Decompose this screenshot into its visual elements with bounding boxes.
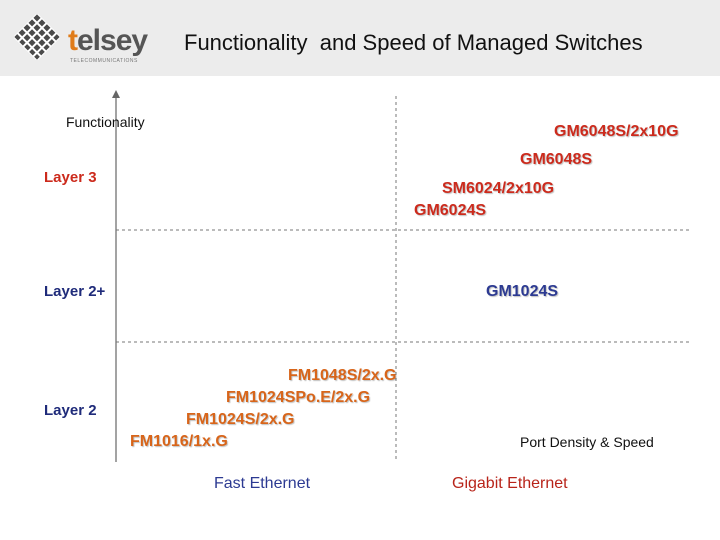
product-fm1016-1xg: FM1016/1x.G [130, 433, 228, 450]
category-gigabit-ethernet: Gigabit Ethernet [452, 475, 568, 492]
product-gm6048s: GM6048S [520, 151, 593, 168]
product-fm1024spoe-2xg: FM1024SPo.E/2x.G [226, 389, 371, 406]
logo-diamond-icon [14, 14, 60, 60]
product-gm1024s: GM1024S [486, 283, 559, 300]
product-sm6024-2x10g: SM6024/2x10G [442, 180, 555, 197]
header-bar: telsey TELECOMMUNICATIONS Functionality … [0, 0, 720, 76]
product-fm1048s-2xg: FM1048S/2x.G [288, 367, 397, 384]
category-fast-ethernet: Fast Ethernet [214, 475, 311, 492]
logo-subtitle: TELECOMMUNICATIONS [70, 58, 138, 64]
page-title: Functionality and Speed of Managed Switc… [184, 30, 643, 55]
product-gm6024s: GM6024S [414, 202, 487, 219]
telsey-logo: telsey TELECOMMUNICATIONS [14, 12, 164, 66]
product-fm1024s-2xg: FM1024S/2x.G [186, 411, 295, 428]
x-axis-label: Port Density & Speed [520, 434, 654, 450]
layer2-label: Layer 2 [44, 402, 97, 419]
layer3-label: Layer 3 [44, 169, 97, 186]
y-axis-label: Functionality [66, 114, 145, 130]
layer2plus-label: Layer 2+ [44, 283, 106, 300]
product-gm6048s-2x10g: GM6048S/2x10G [554, 123, 679, 140]
logo-wordmark: telsey [68, 24, 148, 57]
y-axis-arrow-icon [112, 90, 120, 98]
